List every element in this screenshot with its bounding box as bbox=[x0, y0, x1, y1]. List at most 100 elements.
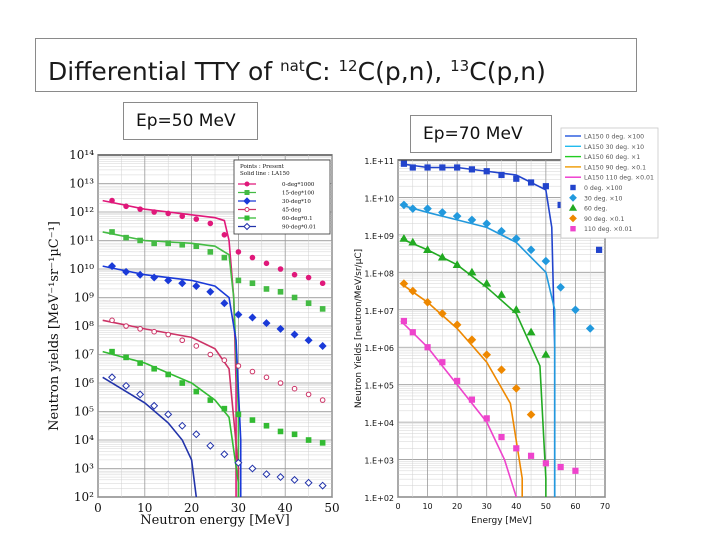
data-point bbox=[497, 365, 506, 374]
data-point bbox=[400, 160, 408, 167]
series-4 bbox=[102, 317, 326, 497]
data-point bbox=[235, 411, 242, 418]
data-point bbox=[165, 210, 171, 217]
y-tick-label: 1.E+02 bbox=[364, 494, 394, 503]
data-point bbox=[263, 422, 270, 429]
data-point bbox=[423, 245, 433, 253]
data-point bbox=[262, 470, 271, 479]
data-point bbox=[277, 428, 284, 435]
data-point bbox=[221, 254, 228, 261]
data-point bbox=[108, 262, 117, 271]
data-point bbox=[454, 164, 461, 171]
x-axis-label: Energy [MeV] bbox=[471, 516, 532, 526]
y-tick-label: 10⁴ bbox=[74, 433, 94, 447]
data-point bbox=[277, 289, 284, 295]
data-point bbox=[526, 245, 536, 255]
data-point bbox=[179, 337, 186, 344]
data-point bbox=[319, 440, 326, 446]
data-point bbox=[123, 234, 129, 241]
data-point bbox=[305, 437, 312, 443]
data-point bbox=[179, 241, 186, 248]
data-point bbox=[497, 290, 506, 298]
data-point bbox=[399, 200, 409, 210]
data-point bbox=[409, 164, 416, 171]
y-tick-label: 1.E+11 bbox=[364, 157, 394, 166]
x-tick-label: 50 bbox=[324, 501, 339, 515]
data-point bbox=[235, 363, 242, 369]
data-point bbox=[179, 213, 186, 220]
data-point bbox=[248, 464, 257, 473]
legend-entry: 45-deg bbox=[282, 208, 302, 214]
data-point bbox=[423, 204, 432, 213]
y-tick-label: 1.E+04 bbox=[364, 419, 394, 428]
y-tick-label: 10⁶ bbox=[74, 376, 94, 390]
data-point bbox=[399, 279, 409, 288]
legend-marker bbox=[569, 214, 577, 223]
data-point bbox=[164, 276, 173, 285]
series-5 bbox=[102, 348, 326, 497]
legend-marker bbox=[244, 207, 250, 212]
data-point bbox=[193, 243, 200, 249]
y-axis-label: Neutron Yields [neutron/MeV/sr/µC] bbox=[354, 249, 364, 408]
data-point bbox=[319, 306, 326, 312]
data-point bbox=[277, 266, 284, 272]
legend-entry: LA150 0 deg. ×100 bbox=[584, 134, 644, 141]
data-point bbox=[122, 267, 131, 276]
data-point bbox=[585, 324, 595, 333]
data-point bbox=[408, 237, 418, 246]
data-point bbox=[109, 197, 115, 204]
y-tick-label: 1.E+09 bbox=[364, 232, 394, 241]
data-point bbox=[193, 388, 200, 395]
legend-marker bbox=[244, 190, 250, 195]
y-tick-label: 1.E+10 bbox=[364, 194, 394, 203]
data-point bbox=[541, 256, 551, 266]
data-point bbox=[207, 220, 214, 227]
data-point bbox=[408, 204, 418, 213]
data-point bbox=[557, 463, 564, 471]
y-tick-label: 10⁹ bbox=[74, 291, 94, 305]
legend-box bbox=[233, 159, 331, 235]
legend-header: Points : Present bbox=[240, 164, 285, 170]
data-point bbox=[511, 234, 521, 243]
y-tick-label: 10¹⁴ bbox=[69, 148, 94, 162]
data-point bbox=[595, 246, 603, 253]
legend-marker bbox=[569, 193, 577, 202]
data-point bbox=[438, 309, 447, 318]
data-point bbox=[221, 405, 228, 412]
x-tick-label: 0 bbox=[395, 502, 400, 511]
data-point bbox=[178, 279, 187, 288]
y-tick-label: 10⁸ bbox=[74, 319, 94, 333]
plot-series bbox=[102, 197, 327, 497]
data-point bbox=[248, 313, 257, 322]
data-point bbox=[207, 351, 214, 358]
model-line bbox=[102, 376, 198, 497]
legend-marker bbox=[570, 226, 576, 232]
data-point bbox=[234, 310, 243, 319]
data-point bbox=[452, 211, 462, 221]
data-point bbox=[452, 320, 462, 330]
y-tick-label: 10² bbox=[74, 490, 94, 504]
x-tick-label: 10 bbox=[137, 501, 152, 515]
data-point bbox=[221, 357, 228, 364]
series-5 bbox=[400, 317, 579, 497]
data-point bbox=[541, 350, 551, 358]
y-tick-label: 10¹² bbox=[69, 205, 94, 219]
data-point bbox=[164, 410, 173, 419]
data-point bbox=[497, 226, 506, 236]
data-point bbox=[483, 168, 490, 175]
x-tick-label: 0 bbox=[94, 501, 102, 515]
data-point bbox=[482, 219, 492, 228]
y-tick-label: 10³ bbox=[74, 462, 94, 476]
data-point bbox=[467, 335, 477, 345]
data-point bbox=[542, 183, 549, 190]
data-point bbox=[291, 431, 298, 438]
data-point bbox=[291, 294, 298, 301]
data-point bbox=[511, 384, 521, 393]
chart-2: 0 10 20 30 40 50 60 70 1.E+02 1.E+03 1.E+04 1.E+05 1… bbox=[354, 127, 659, 526]
data-point bbox=[123, 323, 129, 329]
legend-marker bbox=[244, 215, 250, 221]
data-point bbox=[305, 300, 312, 306]
data-point bbox=[249, 254, 256, 261]
legend-entry: 30 deg. ×10 bbox=[584, 195, 623, 202]
